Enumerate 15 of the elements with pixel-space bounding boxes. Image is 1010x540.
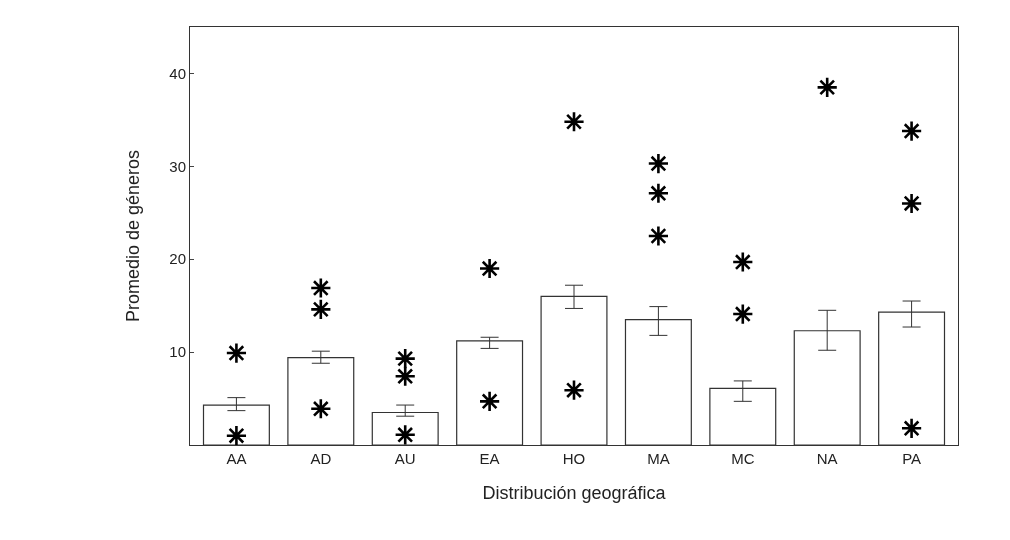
x-tick-label: HO	[562, 450, 586, 467]
y-axis-title: Promedio de géneros	[122, 149, 143, 323]
y-tick-label: 40	[169, 64, 186, 82]
y-tick-label: 10	[169, 343, 186, 361]
x-tick-label: AU	[394, 450, 416, 467]
y-tick-label: 30	[169, 157, 186, 175]
x-tick-label: NA	[816, 450, 838, 467]
x-tick-label: MC	[731, 450, 755, 467]
x-tick-label: AD	[310, 450, 332, 467]
x-tick-label: EA	[479, 450, 500, 467]
x-axis-title: Distribución geográfica	[482, 483, 667, 504]
y-tick-label: 20	[169, 250, 186, 268]
x-tick-label: PA	[902, 450, 922, 467]
x-tick-label: MA	[647, 450, 670, 467]
x-tick-label: AA	[226, 450, 247, 467]
